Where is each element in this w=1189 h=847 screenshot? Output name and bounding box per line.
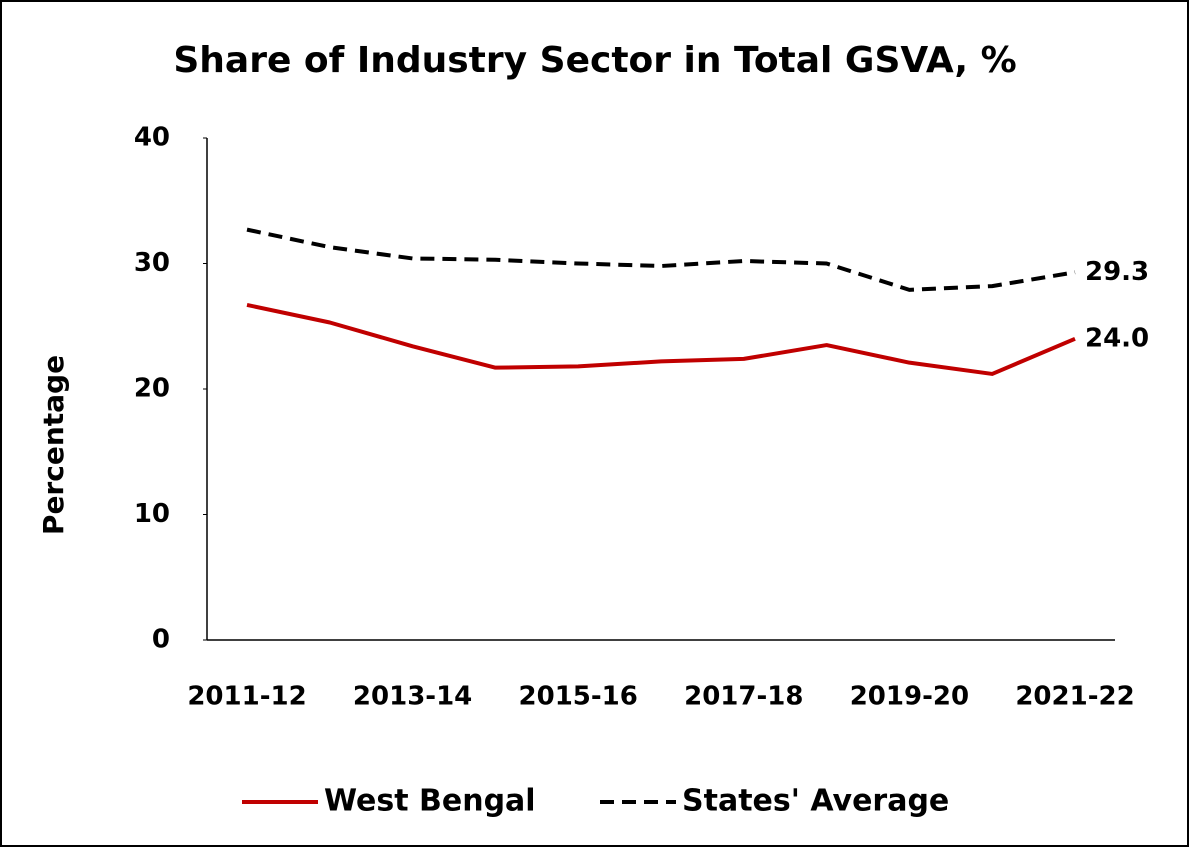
- data-label: 29.3: [1085, 257, 1149, 287]
- x-tick-label: 2021-22: [1015, 682, 1134, 712]
- x-tick-label: 2011-12: [187, 682, 306, 712]
- x-tick-label: 2017-18: [684, 682, 803, 712]
- y-tick-label: 30: [134, 248, 170, 278]
- x-tick-label: 2015-16: [519, 682, 638, 712]
- data-label: 24.0: [1085, 323, 1149, 353]
- y-axis-label: Percentage: [37, 355, 70, 535]
- chart-title: Share of Industry Sector in Total GSVA, …: [173, 40, 1016, 81]
- series-line: [246, 302, 1076, 376]
- y-tick-label: 10: [134, 499, 170, 529]
- y-tick-label: 0: [152, 625, 170, 655]
- y-tick-label: 20: [134, 374, 170, 404]
- x-tick-label: 2013-14: [353, 682, 472, 712]
- legend-label: West Bengal: [324, 784, 536, 819]
- series-line: [246, 227, 1076, 292]
- legend-label: States' Average: [682, 784, 949, 819]
- x-tick-label: 2019-20: [850, 682, 969, 712]
- y-tick-label: 40: [134, 123, 170, 153]
